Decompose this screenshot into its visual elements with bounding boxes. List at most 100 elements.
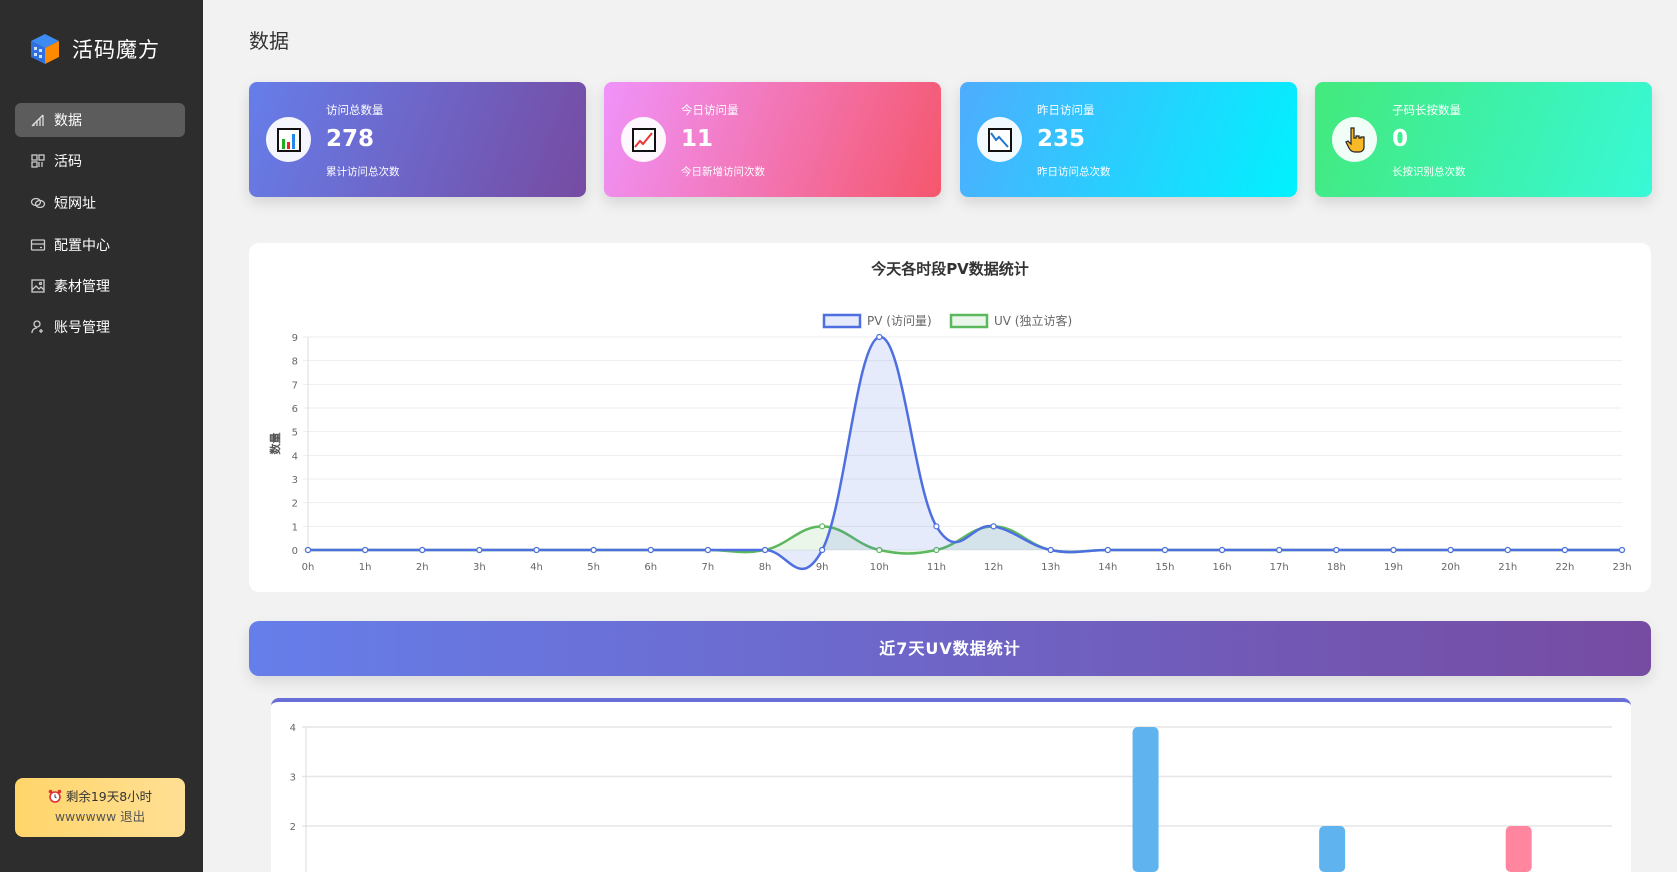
data-point xyxy=(1390,546,1397,554)
link-icon xyxy=(30,197,46,209)
app-name: 活码魔方 xyxy=(72,38,160,62)
stat-subtitle: 今日新增访问次数 xyxy=(681,166,765,178)
x-tick-label: 20h xyxy=(1441,562,1460,573)
user-add-icon xyxy=(31,320,43,334)
x-tick-label: 18h xyxy=(1327,562,1346,573)
data-point xyxy=(761,546,769,554)
series-area xyxy=(308,336,1622,569)
stat-value: 278 xyxy=(326,126,375,152)
data-point xyxy=(1447,546,1454,554)
data-point xyxy=(704,546,712,554)
x-tick-label: 11h xyxy=(927,562,946,573)
stat-value: 11 xyxy=(681,126,714,152)
sidebar-item-label: 账号管理 xyxy=(54,320,110,336)
y-tick-label: 4 xyxy=(290,723,296,734)
stat-card-2: 昨日访问量 235 昨日访问总次数 xyxy=(960,82,1297,197)
bar-chart-icon xyxy=(31,114,44,127)
sidebar-item-label: 素材管理 xyxy=(54,279,110,295)
x-tick-label: 9h xyxy=(816,562,829,573)
y-tick-label: 0 xyxy=(292,546,298,557)
data-point xyxy=(362,546,369,554)
data-point xyxy=(1161,546,1169,554)
page-title: 数据 xyxy=(249,29,289,53)
x-tick-label: 17h xyxy=(1270,562,1289,573)
data-point xyxy=(647,546,654,554)
stat-subtitle: 累计访问总次数 xyxy=(326,166,400,178)
sidebar-item-label: 活码 xyxy=(54,154,82,170)
logo[interactable]: 活码魔方 xyxy=(30,33,160,65)
sidebar-item-codes[interactable]: 活码 xyxy=(15,144,185,178)
data-point xyxy=(590,546,597,554)
stat-title: 今日访问量 xyxy=(681,103,739,117)
x-tick-label: 6h xyxy=(644,562,657,573)
data-point xyxy=(933,546,940,554)
data-point xyxy=(1047,546,1054,554)
y-tick-label: 9 xyxy=(292,333,298,344)
y-tick-label: 3 xyxy=(290,773,296,784)
stat-card-0: 访问总数量 278 累计访问总次数 xyxy=(249,82,586,197)
data-point xyxy=(1104,546,1111,554)
x-tick-label: 16h xyxy=(1213,562,1232,573)
y-tick-label: 6 xyxy=(292,404,298,415)
x-tick-label: 14h xyxy=(1098,562,1117,573)
x-tick-label: 1h xyxy=(359,562,372,573)
alarm-clock-icon xyxy=(48,789,62,803)
x-tick-label: 12h xyxy=(984,562,1003,573)
stat-subtitle: 昨日访问总次数 xyxy=(1037,166,1111,178)
sidebar-item-short-url[interactable]: 短网址 xyxy=(15,186,185,220)
x-tick-label: 0h xyxy=(302,562,315,573)
logout-link[interactable]: 退出 xyxy=(120,809,146,824)
username: wwwwww xyxy=(54,809,117,824)
hourly-pv-chart-panel: 今天各时段PV数据统计 0 1 2 3 4 5 6 7 8 9 0h 1h 2h 3h 4h 5h 6h 7h 8h 9… xyxy=(249,243,1651,592)
stat-title: 子码长按数量 xyxy=(1392,103,1461,117)
data-point xyxy=(819,523,826,530)
subscription-card: 剩余19天8小时 wwwwww 退出 xyxy=(15,778,185,837)
data-point xyxy=(990,523,997,530)
card-icon xyxy=(30,239,46,251)
legend-label: PV (访问量) xyxy=(867,314,932,328)
y-tick-label: 5 xyxy=(292,428,298,439)
data-point xyxy=(876,546,883,554)
sidebar-item-materials[interactable]: 素材管理 xyxy=(15,269,185,303)
sidebar-item-data[interactable]: 数据 xyxy=(15,103,185,137)
chart-title: 今天各时段PV数据统计 xyxy=(870,260,1029,278)
x-tick-label: 15h xyxy=(1155,562,1174,573)
legend-swatch xyxy=(949,313,989,329)
chart-down-icon xyxy=(977,117,1022,162)
x-tick-label: 13h xyxy=(1041,562,1060,573)
expire-text: 剩余19天8小时 xyxy=(65,789,153,804)
data-point xyxy=(419,546,426,554)
y-tick-label: 7 xyxy=(292,380,298,391)
sidebar: 活码魔方 数据 活码 短网址 配置中心 素材管理 账号管理 剩余19天8小时 w… xyxy=(0,0,203,872)
data-point xyxy=(933,523,940,530)
x-tick-label: 21h xyxy=(1498,562,1517,573)
y-axis-label: 数量 xyxy=(268,433,282,455)
sidebar-item-label: 短网址 xyxy=(54,196,96,212)
legend-swatch xyxy=(822,313,862,329)
y-tick-label: 3 xyxy=(292,475,298,486)
data-point xyxy=(1561,546,1568,554)
sidebar-item-accounts[interactable]: 账号管理 xyxy=(15,310,185,344)
y-tick-label: 2 xyxy=(290,822,296,833)
series-line xyxy=(307,335,1622,571)
sidebar-item-config[interactable]: 配置中心 xyxy=(15,228,185,262)
data-point xyxy=(1276,546,1283,554)
cube-logo-icon xyxy=(31,34,59,64)
stat-card-3: 子码长按数量 0 长按识别总次数 xyxy=(1315,82,1652,197)
uv-7day-header: 近7天UV数据统计 xyxy=(249,621,1651,676)
pointing-hand-icon xyxy=(1332,117,1377,162)
x-tick-label: 10h xyxy=(870,562,889,573)
uv-7day-chart-panel: 2 3 4 xyxy=(271,698,1631,872)
x-tick-label: 8h xyxy=(759,562,772,573)
sidebar-item-label: 配置中心 xyxy=(54,238,110,254)
data-point xyxy=(1618,546,1626,554)
data-point xyxy=(304,546,312,554)
data-point xyxy=(876,333,883,341)
stat-value: 0 xyxy=(1392,126,1409,152)
sidebar-item-label: 数据 xyxy=(54,113,82,129)
grid-icon xyxy=(31,154,45,168)
x-tick-label: 23h xyxy=(1612,562,1631,573)
data-point xyxy=(476,546,483,554)
bar-chart-icon xyxy=(266,117,311,162)
x-tick-label: 4h xyxy=(530,562,543,573)
